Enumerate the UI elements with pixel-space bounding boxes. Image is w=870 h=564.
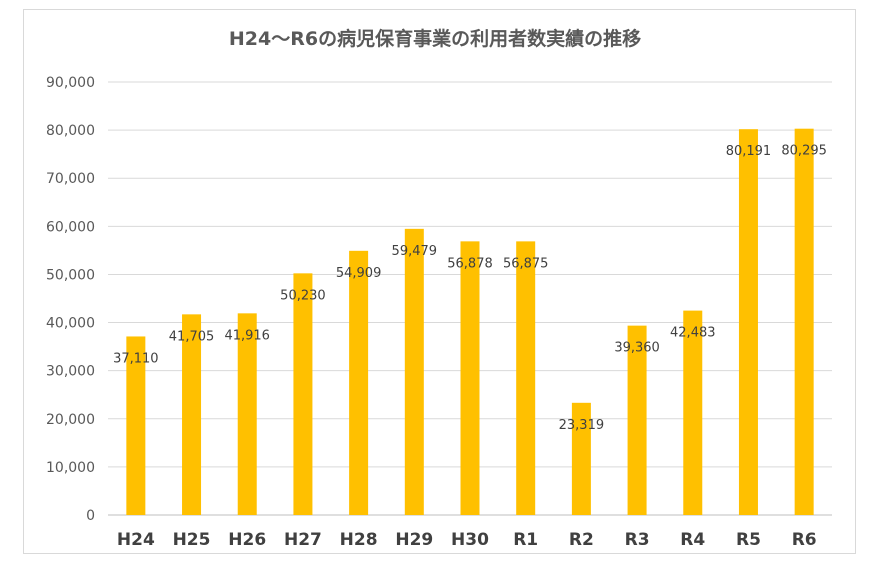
data-label: 80,295 (781, 144, 827, 159)
data-labels: 37,110 41,705 41,916 50,230 54,909 59,479 56,8… (113, 144, 827, 433)
data-label: 42,483 (670, 326, 716, 341)
bar (460, 241, 480, 515)
data-label: 80,191 (726, 144, 772, 159)
x-category-label: H26 (228, 530, 266, 550)
bars (126, 128, 814, 516)
x-category-label: H27 (284, 530, 322, 550)
x-axis-categories: H24 H25 H26 H27 H28 H29 H30 R1 R2 R3 R4 R5 R6 (117, 530, 817, 550)
y-tick-label: 0 (86, 508, 95, 524)
y-tick-label: 70,000 (46, 171, 95, 187)
x-category-label: R6 (792, 530, 817, 550)
bar (627, 325, 647, 515)
x-category-label: R5 (736, 530, 761, 550)
bar (571, 402, 591, 515)
y-tick-label: 60,000 (46, 219, 95, 235)
data-label: 54,909 (336, 266, 382, 281)
x-category-label: R2 (569, 530, 594, 550)
bar (126, 336, 146, 515)
data-label: 39,360 (614, 341, 660, 356)
data-label: 23,319 (559, 418, 605, 433)
y-tick-label: 30,000 (46, 364, 95, 380)
y-tick-label: 80,000 (46, 123, 95, 139)
bar (404, 228, 424, 516)
data-label: 41,916 (224, 328, 270, 343)
y-axis-ticks: 0 10,000 20,000 30,000 40,000 50,000 60,000 70,… (46, 75, 95, 524)
data-label: 50,230 (280, 288, 326, 303)
x-category-label: R1 (513, 530, 538, 550)
bar (237, 313, 257, 515)
bar (794, 128, 814, 515)
data-label: 56,878 (447, 256, 493, 271)
chart-frame (23, 9, 856, 554)
data-label: 37,110 (113, 351, 159, 366)
y-tick-label: 90,000 (46, 75, 95, 91)
bar (293, 273, 313, 515)
y-tick-label: 20,000 (46, 412, 95, 428)
bar (182, 314, 202, 515)
chart-title: H24～R6の病児保育事業の利用者数実績の推移 (228, 28, 642, 50)
x-category-label: H24 (117, 530, 155, 550)
x-category-label: R4 (680, 530, 705, 550)
data-label: 56,875 (503, 256, 549, 271)
x-category-label: H30 (451, 530, 489, 550)
bar (683, 310, 703, 515)
bar (516, 241, 536, 516)
bar (349, 250, 369, 515)
x-category-label: H29 (395, 530, 433, 550)
y-tick-label: 50,000 (46, 267, 95, 283)
x-category-label: R3 (625, 530, 650, 550)
y-tick-label: 10,000 (46, 460, 95, 476)
y-tick-label: 40,000 (46, 316, 95, 332)
x-category-label: H25 (173, 530, 211, 550)
data-label: 41,705 (169, 329, 215, 344)
bar (738, 129, 758, 515)
data-label: 59,479 (392, 244, 438, 259)
x-category-label: H28 (340, 530, 378, 550)
